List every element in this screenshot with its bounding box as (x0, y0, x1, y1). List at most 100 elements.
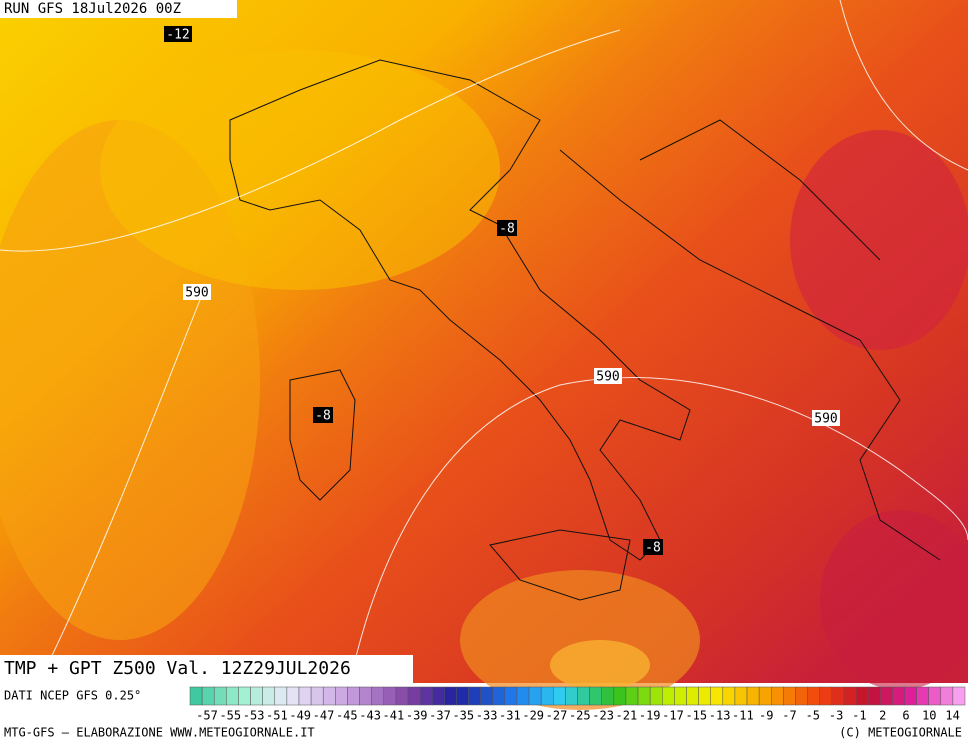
colorbar-swatch (359, 686, 372, 706)
colorbar-swatch (613, 686, 627, 706)
contour-label: -8 (499, 222, 515, 237)
colorbar-swatch (637, 686, 651, 706)
colorbar-swatch (746, 686, 760, 706)
colorbar-swatch (286, 686, 300, 706)
colorbar-label: -25 (569, 709, 591, 723)
colorbar-label: -11 (732, 709, 754, 723)
colorbar-label: -27 (546, 709, 568, 723)
label-box (313, 407, 333, 423)
colorbar-swatch (516, 686, 530, 706)
colorbar-swatch (189, 686, 203, 706)
colorbar-swatch (347, 686, 360, 706)
colorbar-swatch (952, 686, 966, 706)
colorbar-swatch (444, 686, 457, 706)
colorbar-swatch (916, 686, 929, 706)
colorbar-label: -49 (289, 709, 311, 723)
colorbar-swatch (589, 686, 602, 706)
colorbar-swatch (456, 686, 469, 706)
credits-right: (C) METEOGIORNALE (839, 726, 962, 740)
colorbar-swatch (795, 686, 808, 706)
colorbar-swatch (395, 686, 409, 706)
sardinia-outline (289, 369, 356, 501)
colorbar-label: -7 (782, 709, 796, 723)
contour-label: -12 (166, 28, 189, 43)
colorbar-swatch (722, 686, 736, 706)
colorbar-label: 2 (879, 709, 886, 723)
colorbar-swatch (407, 686, 421, 706)
colorbar-swatch (383, 686, 397, 706)
colorbar-label: -3 (829, 709, 843, 723)
colorbar-swatch (371, 686, 384, 706)
label-box (812, 410, 840, 426)
colorbar-swatch (262, 686, 276, 706)
colorbar-swatch (698, 686, 711, 706)
colorbar-swatch (867, 686, 881, 706)
colorbar-label: -57 (196, 709, 218, 723)
italy-outline (229, 59, 691, 561)
isohypse (839, 0, 968, 171)
colorbar-swatch (480, 686, 493, 706)
colorbar-swatch (250, 686, 263, 706)
colorbar-swatch (734, 686, 748, 706)
isohypse (349, 377, 968, 684)
colorbar-swatch (819, 686, 833, 706)
colorbar-swatch (540, 686, 554, 706)
colorbar-swatch (674, 686, 687, 706)
colorbar-label: -33 (476, 709, 498, 723)
colorbar-swatch (855, 686, 869, 706)
label-box (183, 284, 211, 300)
map-title: TMP + GPT Z500 Val. 12Z29JUL2026 (4, 658, 351, 679)
colorbar-swatch (625, 686, 639, 706)
colorbar-label: -23 (592, 709, 614, 723)
colorbar-label: -55 (219, 709, 241, 723)
source-label: DATI NCEP GFS 0.25° (4, 689, 141, 703)
isohypses (0, 0, 968, 683)
colorbar-swatch (904, 686, 917, 706)
isohypse (39, 299, 201, 681)
colorbar-swatch (892, 686, 905, 706)
colorbar-label: -9 (759, 709, 773, 723)
colorbar-swatch (553, 686, 566, 706)
colorbar-swatch (783, 686, 796, 706)
colorbar-label: 14 (945, 709, 959, 723)
sicily-outline (489, 529, 631, 601)
colorbar-swatch (504, 686, 518, 706)
coastlines (229, 59, 941, 601)
run-label: RUN GFS 18Jul2026 00Z (4, 1, 181, 17)
colorbar-swatch (528, 686, 542, 706)
colorbar-swatch (492, 686, 506, 706)
contour-label: -8 (315, 409, 331, 424)
label-box (594, 368, 622, 384)
colorbar-swatch (274, 686, 288, 706)
colorbar-label: -37 (429, 709, 451, 723)
colorbar-swatch (577, 686, 590, 706)
colorbar-swatch (940, 686, 954, 706)
colorbar-label: -43 (359, 709, 381, 723)
colorbar-label: -35 (452, 709, 474, 723)
credits-left: MTG-GFS — ELABORAZIONE WWW.METEOGIORNALE… (4, 726, 315, 740)
contour-label: -8 (645, 541, 661, 556)
colorbar-swatch (662, 686, 675, 706)
colorbar-label: -39 (406, 709, 428, 723)
colorbar-swatch (226, 686, 239, 706)
contour-label: 590 (596, 370, 619, 385)
colorbar-label: 10 (922, 709, 936, 723)
field-patch (550, 640, 650, 690)
colorbar-swatch (213, 686, 227, 706)
border (639, 119, 881, 261)
colorbar-swatch (310, 686, 324, 706)
contour-label: 590 (814, 412, 837, 427)
colorbar-swatch (298, 686, 312, 706)
colorbar-label: -1 (852, 709, 866, 723)
colorbar-label: 6 (902, 709, 909, 723)
map-area (0, 0, 968, 710)
colorbar-swatch (335, 686, 348, 706)
label-box (643, 539, 663, 555)
colorbar-swatch (565, 686, 578, 706)
colorbar-swatch (201, 686, 215, 706)
colorbar-swatch (419, 686, 433, 706)
colorbar-swatch (843, 686, 857, 706)
colorbar-swatch (807, 686, 820, 706)
